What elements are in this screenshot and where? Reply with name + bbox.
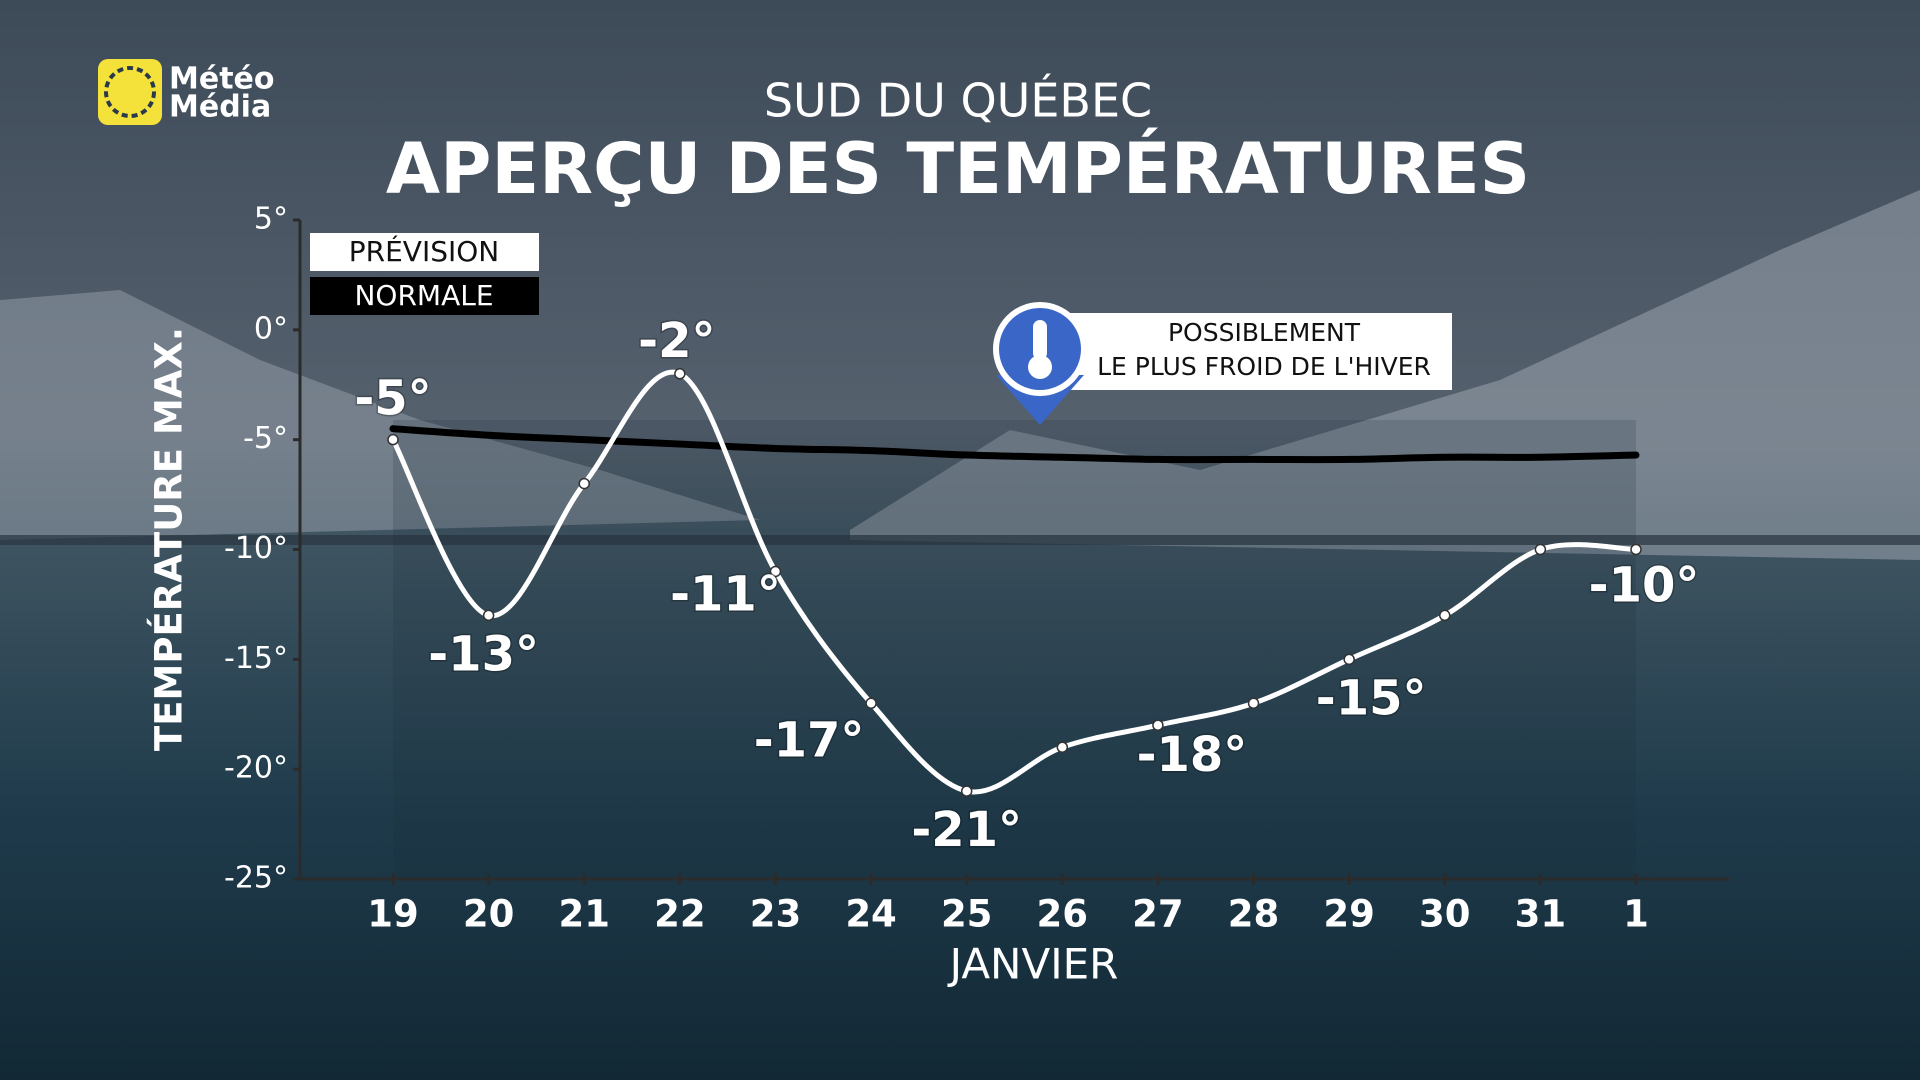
x-tick-label: 20	[463, 893, 515, 936]
y-tick-label: -25°	[224, 861, 288, 896]
data-point	[1630, 543, 1642, 556]
y-tick-label: -5°	[243, 421, 288, 456]
shoreline	[0, 535, 1920, 545]
logo-text: Média	[169, 90, 271, 125]
legend-swatch	[310, 277, 539, 315]
data-label: -5°	[354, 371, 431, 427]
data-label: -21°	[911, 802, 1022, 858]
logo-globe	[104, 66, 156, 118]
data-label: -17°	[754, 712, 865, 768]
thermometer-icon	[1033, 320, 1047, 360]
logo: Météo Média	[98, 59, 275, 125]
data-label: -15°	[1316, 670, 1427, 726]
data-label: -13°	[428, 626, 539, 682]
data-point	[1056, 741, 1069, 753]
y-tick-label: -15°	[224, 641, 288, 676]
data-point	[960, 785, 973, 797]
plot-shade	[393, 420, 1636, 880]
data-point	[578, 477, 590, 490]
mountains-right	[850, 190, 1920, 560]
data-point	[769, 565, 782, 578]
x-axis-title: JANVIER	[947, 940, 1119, 989]
chart-subtitle: SUD DU QUÉBEC	[764, 74, 1152, 128]
data-point	[865, 697, 877, 710]
x-tick-label: 31	[1515, 893, 1567, 936]
data-label: -11°	[670, 566, 781, 622]
logo-text: Météo	[169, 62, 275, 97]
data-label: -2°	[638, 313, 715, 369]
data-point	[1534, 543, 1547, 556]
data-label: -18°	[1137, 727, 1248, 783]
x-tick-label: 28	[1228, 893, 1280, 936]
data-point	[482, 609, 495, 622]
data-point	[1152, 719, 1164, 731]
y-tick-label: -10°	[224, 531, 288, 566]
series-line	[390, 369, 1639, 795]
x-tick-label: 27	[1132, 893, 1184, 936]
y-axis-title: TEMPÉRATURE MAX.	[147, 327, 191, 751]
data-label: -10°	[1589, 558, 1700, 614]
y-tick-label: -20°	[224, 751, 288, 786]
legend-label: NORMALE	[354, 279, 493, 312]
x-tick-label: 25	[941, 893, 993, 936]
data-point	[1247, 697, 1260, 710]
x-tick-label: 26	[1037, 893, 1089, 936]
x-tick-label: 1	[1623, 893, 1649, 936]
chart-title: APERÇU DES TEMPÉRATURES	[386, 128, 1530, 210]
x-tick-label: 22	[654, 893, 706, 936]
y-tick-label: 5°	[254, 202, 288, 237]
data-point	[1343, 653, 1355, 666]
x-tick-label: 29	[1323, 893, 1375, 936]
legend-label: PRÉVISION	[349, 234, 499, 268]
data-point	[387, 433, 399, 446]
annotation-box	[1043, 313, 1452, 390]
annotation-text: POSSIBLEMENT	[1168, 318, 1361, 347]
y-tick-label: 0°	[254, 311, 288, 346]
x-tick-label: 19	[367, 893, 419, 936]
x-tick-label: 30	[1419, 893, 1471, 936]
x-tick-label: 21	[558, 893, 610, 936]
data-point	[674, 368, 686, 380]
series-line	[389, 425, 1640, 464]
annotation: POSSIBLEMENT LE PLUS FROID DE L'HIVER	[993, 302, 1452, 425]
data-point	[1439, 609, 1451, 622]
x-tick-label: 24	[845, 893, 897, 936]
x-tick-label: 23	[750, 893, 802, 936]
annotation-text: LE PLUS FROID DE L'HIVER	[1097, 352, 1431, 381]
legend-swatch	[310, 233, 539, 271]
thermometer-icon	[1028, 355, 1052, 379]
legend: PRÉVISION NORMALE	[310, 233, 539, 315]
mountains-left	[0, 290, 760, 540]
